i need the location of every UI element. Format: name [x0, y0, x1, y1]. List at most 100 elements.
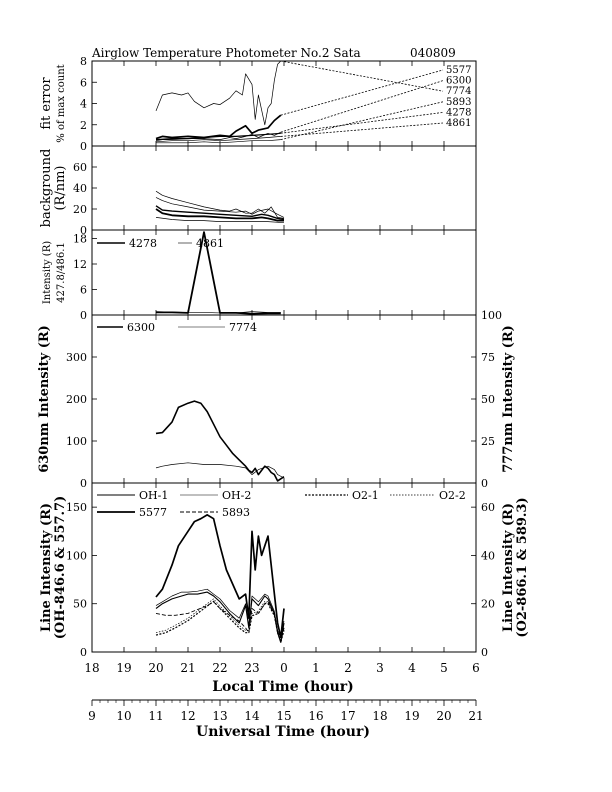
panel-blue_lines: 0 6 12 18 Intensity (R) 427.8/486.1 [42, 229, 477, 322]
legend-label: 6300 [446, 76, 471, 87]
y-axis-label: fit error [39, 77, 54, 130]
series-line-o2-1 [155, 600, 285, 643]
ut-tick-label: 12 [180, 709, 195, 723]
y-axis-label: (R/nm) [53, 165, 68, 210]
local-time-tick-label: 23 [244, 661, 259, 675]
local-time-label: Local Time (hour) [212, 679, 354, 695]
legend-label: 4278 [129, 237, 157, 250]
time-axes: 18 19 20 21 22 23 0 1 2 3 4 5 69 10 11 12 13 14 15 16 17 18 19… [84, 661, 483, 723]
y-tick-label-right: 75 [481, 351, 495, 364]
y-axis-label: Intensity (R) [42, 241, 53, 304]
series-line-5577 [155, 114, 282, 140]
y-tick-label: 0 [80, 224, 87, 237]
series-line-7774 [155, 462, 285, 479]
local-time-tick-label: 3 [376, 661, 384, 675]
y-tick-label: 50 [73, 598, 87, 611]
series-line-4861 [155, 136, 281, 143]
y-axis-label: Line Intensity (R) [39, 503, 54, 632]
local-time-tick-label: 1 [312, 661, 320, 675]
y-tick-label: 18 [73, 233, 87, 246]
legend-blue-lines: 4278 4861 [97, 237, 224, 250]
y-axis-label: (OH-846.6 & 557.7) [53, 496, 68, 640]
y-axis-label: 427.8/486.1 [56, 242, 67, 303]
series-line-bg-4 [155, 208, 284, 222]
y-tick-label: 6 [80, 284, 87, 297]
y-tick-label: 0 [80, 477, 87, 490]
local-time-tick-label: 21 [180, 661, 195, 675]
y-tick-label: 150 [66, 501, 87, 514]
y-tick-label: 40 [73, 182, 87, 195]
ut-tick-label: 20 [436, 709, 451, 723]
legend-connector [280, 60, 444, 92]
legend-airglow: OH-1 OH-2 O2-1 O2-2 5577 5893 [97, 489, 466, 519]
series-line-bg-3 [155, 205, 285, 221]
legend-label: 7774 [446, 86, 471, 97]
series-line-5893 [155, 601, 285, 643]
figure-title: Airglow Temperature Photometer No.2 Sata [91, 46, 361, 60]
panel-red_lines: 0 100 200 300 0 25 50 75 100 630nm Intensity (R) 7… [37, 309, 516, 490]
ut-tick-label: 11 [148, 709, 163, 723]
panel-frame [91, 314, 477, 484]
ut-tick-label: 10 [116, 709, 131, 723]
local-time-tick-label: 18 [84, 661, 99, 675]
y-tick-label: 2 [80, 119, 87, 132]
ut-tick-label: 14 [244, 709, 260, 723]
legend-label: 5893 [446, 97, 471, 108]
legend-label: O2-1 [352, 489, 379, 502]
local-time-tick-label: 0 [280, 661, 288, 675]
y-tick-label-right: 40 [481, 549, 495, 562]
y-tick-label-right: 100 [481, 309, 502, 322]
series-line-6300 [155, 400, 285, 482]
series-line-oh-2 [155, 588, 285, 638]
legend-label: OH-1 [139, 489, 168, 502]
panel-background: 0 20 40 60 background (R/nm) [39, 145, 477, 237]
y-tick-label: 20 [73, 203, 87, 216]
legend-label: 4278 [446, 107, 471, 118]
y-tick-label: 300 [66, 351, 87, 364]
panel-fit_error: 0 2 4 6 8 fit error% of max count [39, 55, 477, 153]
local-time-tick-label: 5 [440, 661, 448, 675]
legend-label: 6300 [127, 321, 155, 334]
legend-label: OH-2 [222, 489, 251, 502]
y-axis-label-right: 777nm Intensity (R) [501, 325, 516, 473]
local-time-tick-label: 20 [148, 661, 163, 675]
ut-tick-label: 19 [404, 709, 419, 723]
ut-tick-label: 9 [88, 709, 96, 723]
series-line-bg-2 [155, 197, 285, 218]
y-tick-label-right: 25 [481, 435, 495, 448]
legend-connector [280, 122, 444, 137]
y-tick-label: 8 [80, 55, 87, 68]
series-line-5893 [156, 139, 281, 144]
y-tick-label: 12 [73, 258, 87, 271]
legend-connector [280, 69, 444, 116]
ut-tick-label: 17 [340, 709, 355, 723]
panel-frame [91, 60, 477, 147]
ut-tick-label: 16 [308, 709, 323, 723]
series-line-4861 [155, 311, 281, 314]
local-time-tick-label: 6 [472, 661, 480, 675]
legend-label: 7774 [229, 321, 257, 334]
legend-red-lines: 6300 7774 [97, 321, 257, 334]
legend-connector [280, 80, 444, 133]
y-tick-label: 0 [80, 646, 87, 659]
y-tick-label-right: 60 [481, 501, 495, 514]
figure-date: 040809 [410, 46, 456, 60]
series-line-bg-1 [155, 190, 285, 219]
local-time-tick-label: 22 [212, 661, 227, 675]
y-tick-label-right: 50 [481, 393, 495, 406]
y-tick-label: 0 [80, 309, 87, 322]
series-line-o2-2 [155, 598, 285, 641]
y-tick-label: 0 [80, 140, 87, 153]
y-tick-label: 4 [80, 98, 87, 111]
series-line-bg-5 [155, 217, 285, 224]
legend-label: O2-2 [439, 489, 466, 502]
y-tick-label: 6 [80, 76, 87, 89]
local-time-tick-label: 4 [408, 661, 416, 675]
series-line-4278 [155, 132, 281, 141]
legend-label: 4861 [446, 118, 471, 129]
y-tick-label: 200 [66, 393, 87, 406]
y-tick-label: 100 [66, 435, 87, 448]
series-line-7774 [155, 61, 282, 126]
